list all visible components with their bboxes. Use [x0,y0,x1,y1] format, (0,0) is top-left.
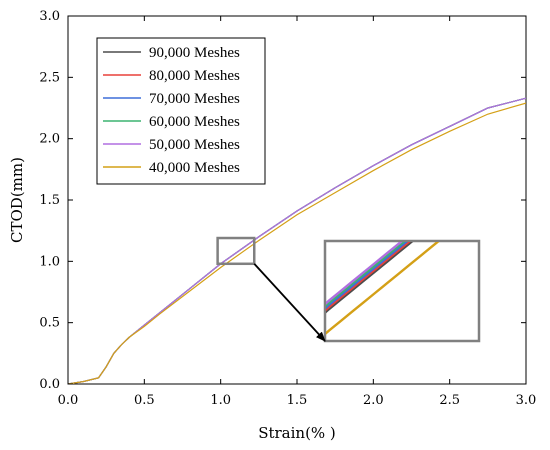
legend-label: 40,000 Meshes [149,160,240,176]
zoom-line-1 [326,242,414,314]
y-tick-label: 0.0 [39,377,60,392]
y-axis-label: CTOD(mm) [8,157,26,243]
legend-label: 50,000 Meshes [149,137,240,153]
x-tick-label: 2.0 [363,393,384,408]
y-tick-label: 1.5 [39,193,60,208]
y-tick-label: 3.0 [39,9,60,24]
zoom-line-5 [326,242,403,305]
y-tick-label: 0.5 [39,316,60,331]
legend-box [96,37,266,185]
legend: 90,000 Meshes 80,000 Meshes 70,000 Meshes 6… [96,37,266,185]
x-tick-label: 0.5 [134,393,155,408]
series-line-6 [68,102,526,384]
x-tick-label: 1.0 [210,393,231,408]
y-tick-label: 2.5 [39,70,60,85]
x-tick-label: 0.0 [58,393,79,408]
legend-label: 80,000 Meshes [149,68,240,84]
y-axis: 0.0 0.5 1.0 1.5 2.0 2.5 3.0 [39,9,526,392]
y-tick-label: 2.0 [39,132,60,147]
zoom-arrow [253,263,326,342]
zoom-source-box [216,236,256,266]
x-axis: 0.0 0.5 1.0 1.5 2.0 2.5 3.0 [58,16,537,408]
series-layer [68,97,526,384]
x-tick-label: 1.5 [287,393,308,408]
zoom-line-3 [326,242,408,310]
legend-label: 60,000 Meshes [149,114,240,130]
y-tick-label: 1.0 [39,254,60,269]
zoom-callout [216,236,481,343]
zoom-line-2 [326,242,411,312]
x-tick-label: 3.0 [516,393,537,408]
legend-label: 70,000 Meshes [149,91,240,107]
zoom-inset-lines [326,242,440,335]
x-tick-label: 2.5 [439,393,460,408]
zoom-line-4 [326,242,406,308]
legend-label: 90,000 Meshes [149,45,240,61]
zoom-line-6 [326,242,440,335]
x-axis-label: Strain(% ) [258,424,336,442]
